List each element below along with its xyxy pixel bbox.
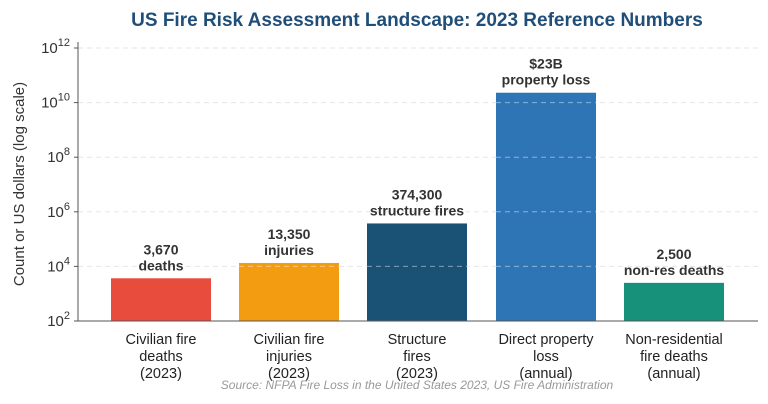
x-tick-label: Direct property — [498, 332, 594, 348]
data-label: property loss — [502, 72, 591, 88]
bar — [367, 223, 467, 321]
data-label: non-res deaths — [624, 262, 725, 278]
data-label: 3,670 — [143, 241, 178, 257]
data-label: 2,500 — [656, 246, 691, 262]
x-tick-label: deaths — [139, 349, 183, 365]
data-label: deaths — [138, 257, 183, 273]
bar — [239, 262, 339, 321]
source-note: Source: NFPA Fire Loss in the United Sta… — [221, 378, 614, 392]
y-tick-label: 102 — [47, 310, 70, 330]
x-tick-label: (2023) — [268, 366, 310, 382]
x-tick-label: fire deaths — [640, 349, 708, 365]
bars — [111, 92, 724, 322]
y-tick-labels: 102 104 106 108 1010 1012 — [41, 37, 70, 330]
x-tick-label: Non-residential — [625, 332, 723, 348]
data-label: $23B — [529, 56, 562, 72]
axes — [74, 42, 758, 322]
data-label: 13,350 — [268, 226, 311, 242]
bar-overlay-gridlines — [239, 102, 596, 267]
y-tick-label: 1010 — [41, 92, 70, 112]
bar — [496, 92, 596, 322]
data-label: 374,300 — [392, 186, 443, 202]
y-axis-label: Count or US dollars (log scale) — [11, 82, 28, 286]
x-tick-label: (2023) — [140, 366, 182, 382]
x-tick-label: fires — [403, 349, 430, 365]
y-tick-label: 1012 — [41, 37, 70, 57]
x-tick-label: Civilian fire — [254, 332, 325, 348]
y-tick-label: 106 — [47, 201, 70, 221]
x-tick-label: injuries — [266, 349, 312, 365]
data-label: injuries — [264, 242, 314, 258]
chart-title: US Fire Risk Assessment Landscape: 2023 … — [131, 10, 703, 31]
x-tick-label: Civilian fire — [126, 332, 197, 348]
data-label: structure fires — [370, 202, 464, 218]
y-tick-label: 108 — [47, 146, 70, 166]
x-tick-label: (annual) — [647, 366, 700, 382]
x-tick-label: (2023) — [396, 366, 438, 382]
bar — [111, 278, 211, 321]
x-tick-label: (annual) — [519, 366, 572, 382]
bar — [624, 282, 724, 321]
y-tick-label: 104 — [47, 255, 70, 275]
x-tick-label: Structure — [388, 332, 447, 348]
x-tick-label: loss — [533, 349, 559, 365]
